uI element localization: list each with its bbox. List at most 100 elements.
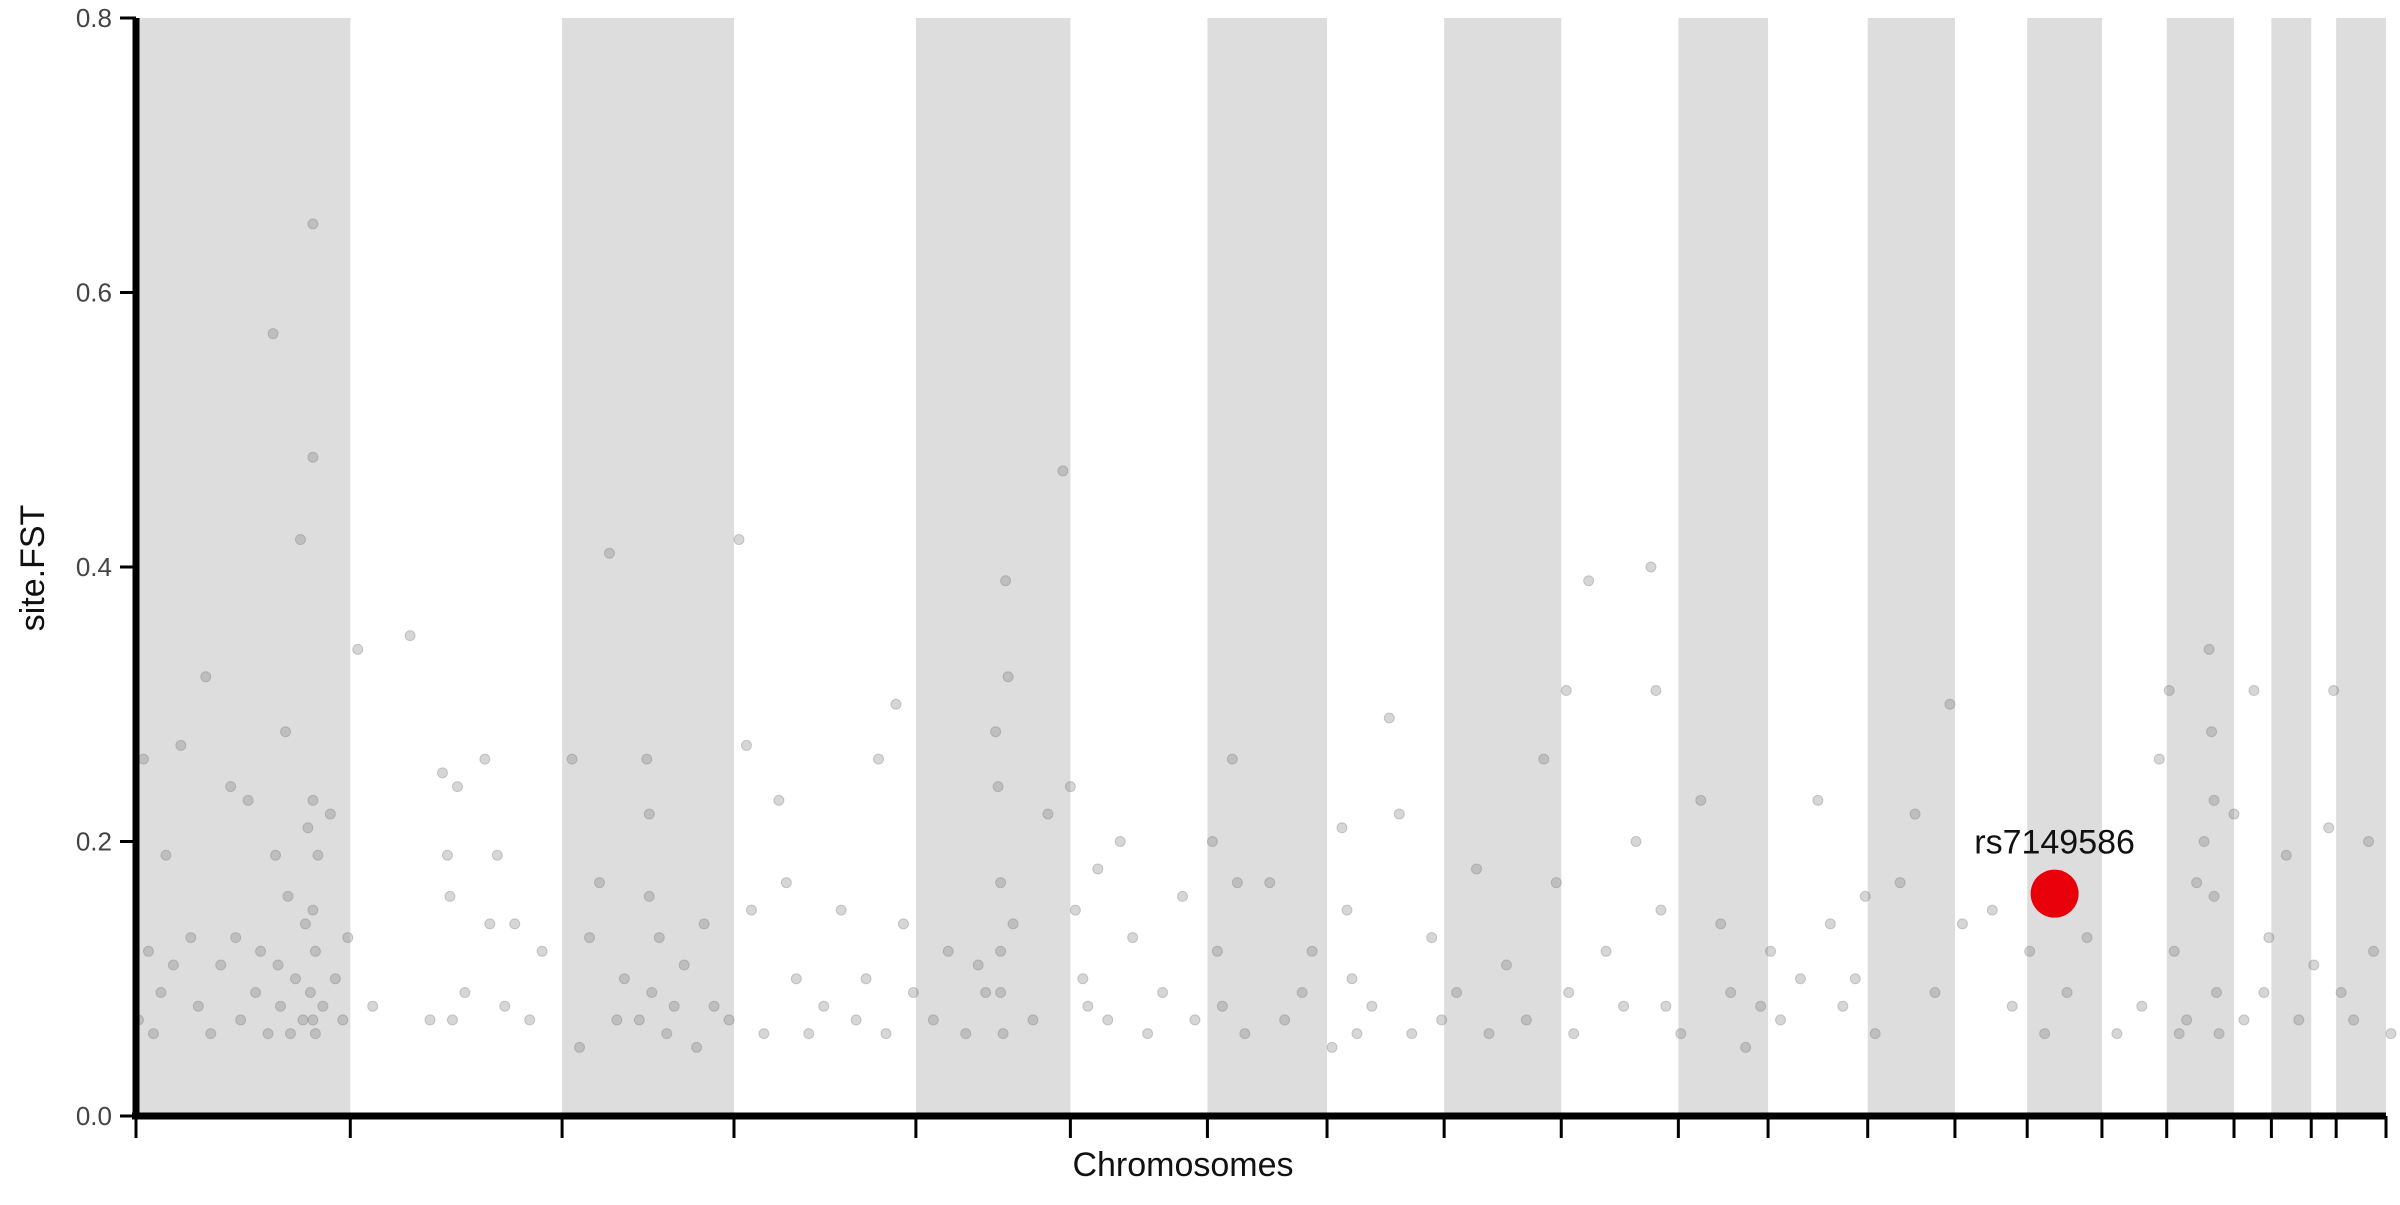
data-point — [175, 739, 187, 751]
data-point — [1630, 836, 1642, 847]
data-point — [1177, 890, 1189, 902]
data-point — [167, 959, 179, 971]
data-point — [1383, 712, 1395, 724]
data-point — [997, 1028, 1009, 1040]
data-point — [304, 986, 316, 998]
data-point — [1645, 561, 1657, 573]
data-point — [205, 1028, 217, 1040]
data-point — [307, 904, 319, 916]
data-point — [1725, 986, 1737, 998]
data-point — [524, 1014, 536, 1026]
data-point — [1000, 575, 1012, 587]
data-point — [995, 877, 1007, 889]
y-axis-label: site.FST — [14, 505, 52, 632]
data-point — [2280, 849, 2292, 861]
data-point — [2248, 685, 2260, 697]
chromosome-band — [915, 18, 1071, 1116]
data-point — [818, 1000, 830, 1012]
data-point — [192, 1000, 204, 1012]
data-point — [1069, 904, 1081, 916]
data-point — [1007, 918, 1019, 930]
data-point — [740, 739, 752, 751]
data-point — [1812, 794, 1824, 806]
data-point — [459, 986, 471, 998]
data-point — [1909, 808, 1921, 820]
data-point — [860, 973, 872, 985]
data-point — [1102, 1014, 1114, 1026]
highlight-label: rs7149586 — [1974, 824, 2135, 862]
data-point — [1655, 904, 1667, 916]
data-point — [270, 849, 282, 861]
data-point — [2024, 945, 2036, 957]
data-point — [1157, 986, 1169, 998]
data-point — [367, 1000, 379, 1012]
data-point — [2308, 959, 2320, 971]
data-point — [1231, 877, 1243, 889]
data-point — [404, 630, 416, 642]
highlighted-snp: rs7149586 — [1974, 824, 2135, 918]
data-point — [262, 1028, 274, 1040]
data-point — [309, 1028, 321, 1040]
data-point — [1944, 698, 1956, 710]
data-point — [509, 918, 521, 930]
data-point — [691, 1041, 703, 1053]
data-point — [289, 973, 301, 985]
data-point — [1824, 918, 1836, 930]
data-point — [536, 945, 548, 957]
data-point — [2173, 1028, 2185, 1040]
data-point — [280, 726, 292, 738]
data-point — [1393, 808, 1405, 820]
data-point — [2006, 1000, 2018, 1012]
data-point — [1520, 1014, 1532, 1026]
chromosome-band — [562, 18, 735, 1116]
data-point — [773, 794, 785, 806]
data-point — [960, 1028, 972, 1040]
data-point — [1715, 918, 1727, 930]
data-point — [668, 1000, 680, 1012]
data-point — [611, 1014, 623, 1026]
data-point — [873, 753, 885, 765]
data-point — [2228, 808, 2240, 820]
data-point — [1794, 973, 1806, 985]
data-point — [1226, 753, 1238, 765]
data-point — [1560, 685, 1572, 697]
data-point — [2163, 685, 2175, 697]
data-point — [1002, 671, 1014, 683]
chromosome-band — [1444, 18, 1562, 1116]
data-point — [942, 945, 954, 957]
data-point — [1211, 945, 1223, 957]
data-point — [1426, 932, 1438, 944]
data-point — [2136, 1000, 2148, 1012]
data-point — [352, 643, 364, 655]
data-point — [235, 1014, 247, 1026]
data-point — [2181, 1014, 2193, 1026]
data-point — [2258, 986, 2270, 998]
data-point — [299, 918, 311, 930]
data-point — [1775, 1014, 1787, 1026]
data-point — [294, 534, 306, 546]
data-point — [225, 781, 237, 793]
data-point — [1077, 973, 1089, 985]
data-point — [907, 986, 919, 998]
data-point — [312, 849, 324, 861]
data-point — [1216, 1000, 1228, 1012]
data-point — [2328, 685, 2340, 697]
data-point — [2238, 1014, 2250, 1026]
chromosome-band — [2271, 18, 2312, 1116]
data-point — [2208, 794, 2220, 806]
data-point — [451, 781, 463, 793]
data-point — [2081, 932, 2093, 944]
data-point — [1082, 1000, 1094, 1012]
data-point — [155, 986, 167, 998]
data-point — [185, 932, 197, 944]
data-point — [593, 877, 605, 889]
data-point — [2206, 726, 2218, 738]
data-point — [2203, 643, 2215, 655]
data-point — [255, 945, 267, 957]
data-point — [444, 890, 456, 902]
data-point — [147, 1028, 159, 1040]
data-point — [337, 1014, 349, 1026]
data-point — [1894, 877, 1906, 889]
y-tick-label: 0.8 — [76, 3, 112, 33]
data-point — [1956, 918, 1968, 930]
